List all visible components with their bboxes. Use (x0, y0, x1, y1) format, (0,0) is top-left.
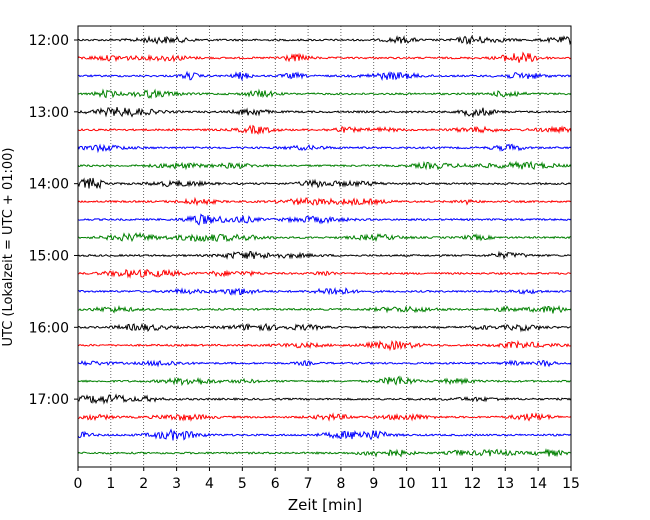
trace-1600 (77, 322, 572, 333)
trace-1245 (77, 88, 572, 99)
x-tick-label: 3 (172, 476, 181, 492)
x-tick-label: 2 (139, 476, 148, 492)
y-tick-label: 13:00 (29, 105, 69, 121)
x-tick-label: 13 (496, 476, 514, 492)
y-tick-label: 17:00 (29, 392, 69, 408)
trace-1215 (77, 51, 572, 63)
x-axis-ticks: 0 1 2 3 4 5 6 7 8 9 10 11 12 13 14 15 (74, 467, 580, 492)
trace-1530 (77, 287, 572, 296)
x-tick-label: 14 (529, 476, 547, 492)
x-tick-label: 5 (238, 476, 247, 492)
x-tick-label: 4 (205, 476, 214, 492)
trace-1500 (77, 250, 572, 261)
y-tick-label: 15:00 (29, 248, 69, 264)
trace-1230 (77, 70, 572, 82)
trace-1345 (77, 160, 572, 171)
trace-1200 (77, 35, 572, 46)
x-tick-label: 7 (304, 476, 313, 492)
trace-1445 (77, 231, 572, 243)
y-tick-label: 14:00 (29, 177, 69, 193)
trace-1630 (77, 359, 572, 368)
x-axis-label: Zeit [min] (288, 496, 362, 514)
y-axis-ticks: 12:00 13:00 14:00 15:00 16:00 17:00 (29, 33, 78, 408)
trace-1300 (77, 106, 572, 119)
x-tick-label: 8 (336, 476, 345, 492)
plot-frame (77, 25, 572, 468)
y-tick-label: 12:00 (29, 33, 69, 49)
trace-1645 (77, 375, 572, 387)
x-tick-label: 12 (463, 476, 481, 492)
trace-1545 (77, 304, 572, 314)
y-axis-label: UTC (Lokalzeit = UTC + 01:00) (1, 148, 16, 347)
trace-1515 (77, 268, 572, 279)
x-tick-label: 10 (398, 476, 416, 492)
trace-1330 (77, 143, 572, 154)
x-tick-label: 9 (369, 476, 378, 492)
trace-1400 (77, 177, 572, 190)
x-tick-label: 1 (106, 476, 115, 492)
trace-1415 (77, 196, 572, 207)
x-tick-label: 11 (431, 476, 449, 492)
trace-1730 (77, 428, 572, 441)
trace-1615 (77, 339, 572, 352)
trace-1315 (77, 124, 572, 136)
seismic-traces (77, 35, 572, 458)
trace-1700 (77, 393, 572, 405)
trace-1430 (77, 213, 572, 226)
x-tick-label: 6 (271, 476, 280, 492)
y-tick-label: 16:00 (29, 320, 69, 336)
x-tick-label: 0 (74, 476, 83, 492)
trace-1745 (77, 448, 572, 458)
trace-1715 (77, 412, 572, 422)
x-tick-label: 15 (562, 476, 580, 492)
